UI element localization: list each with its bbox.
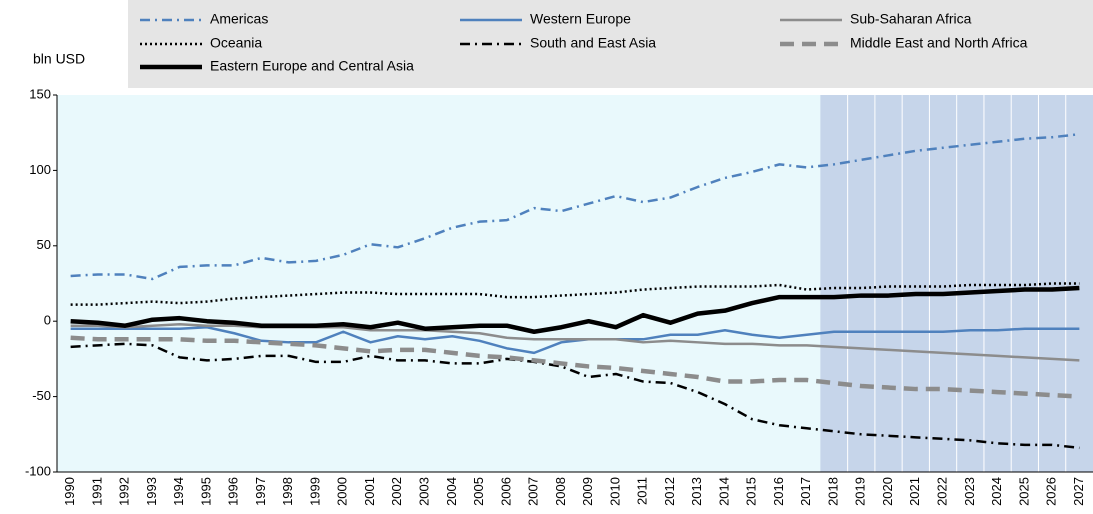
series-line (70, 342, 1080, 450)
x-tick-label: 2021 (907, 477, 922, 506)
series-line (70, 132, 1080, 281)
series-line (70, 335, 1080, 399)
legend-label: South and East Asia (530, 35, 656, 51)
legend-label: Americas (210, 11, 268, 27)
legend-label: Sub-Saharan Africa (850, 11, 972, 27)
x-tick-label: 2008 (553, 477, 568, 506)
x-tick-label: 1994 (171, 477, 186, 506)
x-tick-label: 1991 (89, 477, 104, 506)
x-tick-label: 2015 (744, 477, 759, 506)
x-tick-label: 2006 (498, 477, 513, 506)
x-tick-label: 2027 (1071, 477, 1086, 506)
x-tick-label: 2005 (471, 477, 486, 506)
y-tick-label: -100 (25, 463, 51, 478)
x-tick-label: 1995 (198, 477, 213, 506)
y-axis-label: bln USD (33, 51, 85, 67)
x-tick-label: 2022 (934, 477, 949, 506)
x-tick-label: 2016 (771, 477, 786, 506)
x-tick-label: 2000 (335, 477, 350, 506)
x-tick-label: 2011 (635, 477, 650, 505)
x-tick-label: 2002 (389, 477, 404, 506)
x-tick-label: 2024 (989, 477, 1004, 506)
x-tick-label: 2007 (526, 477, 541, 506)
x-tick-label: 1993 (144, 477, 159, 506)
x-tick-label: 2001 (362, 477, 377, 506)
x-tick-label: 2004 (444, 477, 459, 506)
y-tick-label: 100 (29, 162, 51, 177)
x-tick-label: 2014 (716, 477, 731, 506)
legend-box (128, 0, 1093, 88)
x-tick-label: 2023 (962, 477, 977, 506)
series-line (70, 282, 1080, 306)
x-tick-label: 2026 (1044, 477, 1059, 506)
y-tick-label: -50 (32, 388, 51, 403)
x-tick-label: 2010 (607, 477, 622, 506)
legend-label: Eastern Europe and Central Asia (210, 58, 414, 74)
x-tick-label: 1992 (117, 477, 132, 506)
x-tick-label: 2009 (580, 477, 595, 506)
legend-label: Middle East and North Africa (850, 35, 1028, 51)
x-tick-label: 1998 (280, 477, 295, 506)
series-line (70, 322, 1080, 362)
x-tick-label: 2003 (416, 477, 431, 506)
series-line (70, 285, 1080, 335)
legend-label: Western Europe (530, 11, 631, 27)
y-tick-label: 0 (44, 313, 51, 328)
x-tick-label: 2013 (689, 477, 704, 506)
x-tick-label: 2012 (662, 477, 677, 506)
x-tick-label: 2019 (853, 477, 868, 506)
legend-label: Oceania (210, 35, 262, 51)
x-tick-label: 2018 (825, 477, 840, 506)
series-line (70, 325, 1080, 355)
x-tick-label: 1997 (253, 477, 268, 506)
y-tick-label: 150 (29, 86, 51, 101)
x-tick-label: 1990 (62, 477, 77, 506)
x-tick-label: 2020 (880, 477, 895, 506)
x-tick-label: 1996 (226, 477, 241, 506)
y-tick-label: 50 (37, 237, 51, 252)
x-tick-label: 2025 (1016, 477, 1031, 506)
x-tick-label: 1999 (307, 477, 322, 506)
x-tick-label: 2017 (798, 477, 813, 506)
